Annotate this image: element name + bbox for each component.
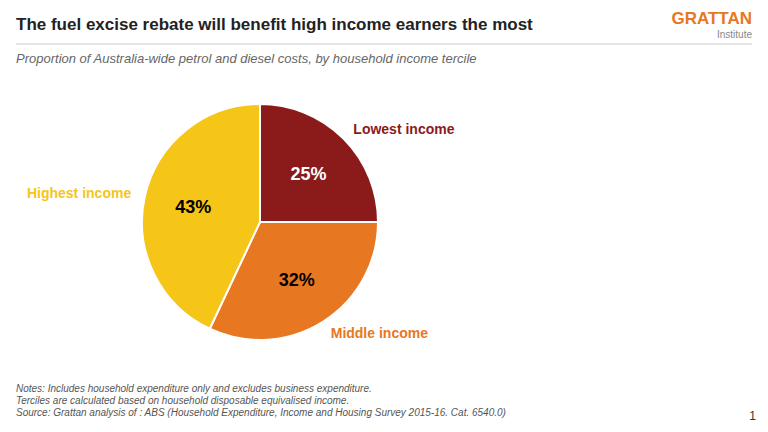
category-label: Middle income: [331, 325, 428, 341]
notes-line: Notes: Includes household expenditure on…: [16, 383, 372, 394]
data-label: 32%: [279, 270, 315, 290]
background: [0, 0, 768, 432]
chart: The fuel excise rebate will benefit high…: [0, 0, 768, 432]
page-number: 1: [749, 409, 756, 423]
title-rule: [16, 44, 752, 45]
data-label: 25%: [290, 164, 326, 184]
category-label: Lowest income: [353, 121, 454, 137]
notes: Notes: Includes household expenditure on…: [16, 383, 506, 418]
logo-subtext: Institute: [717, 29, 752, 40]
notes-line: Source: Grattan analysis of : ABS (House…: [16, 407, 506, 418]
title: The fuel excise rebate will benefit high…: [16, 15, 533, 34]
logo: GRATTAN: [671, 9, 752, 28]
data-label: 43%: [175, 197, 211, 217]
category-label: Highest income: [27, 185, 131, 201]
notes-line: Terciles are calculated based on househo…: [16, 395, 349, 406]
pie: [142, 104, 378, 340]
slice: [142, 104, 260, 329]
labels: 25% Lowest income 32% Middle income 43% Highe…: [27, 121, 455, 342]
subtitle: Proportion of Australia-wide petrol and …: [16, 51, 477, 66]
